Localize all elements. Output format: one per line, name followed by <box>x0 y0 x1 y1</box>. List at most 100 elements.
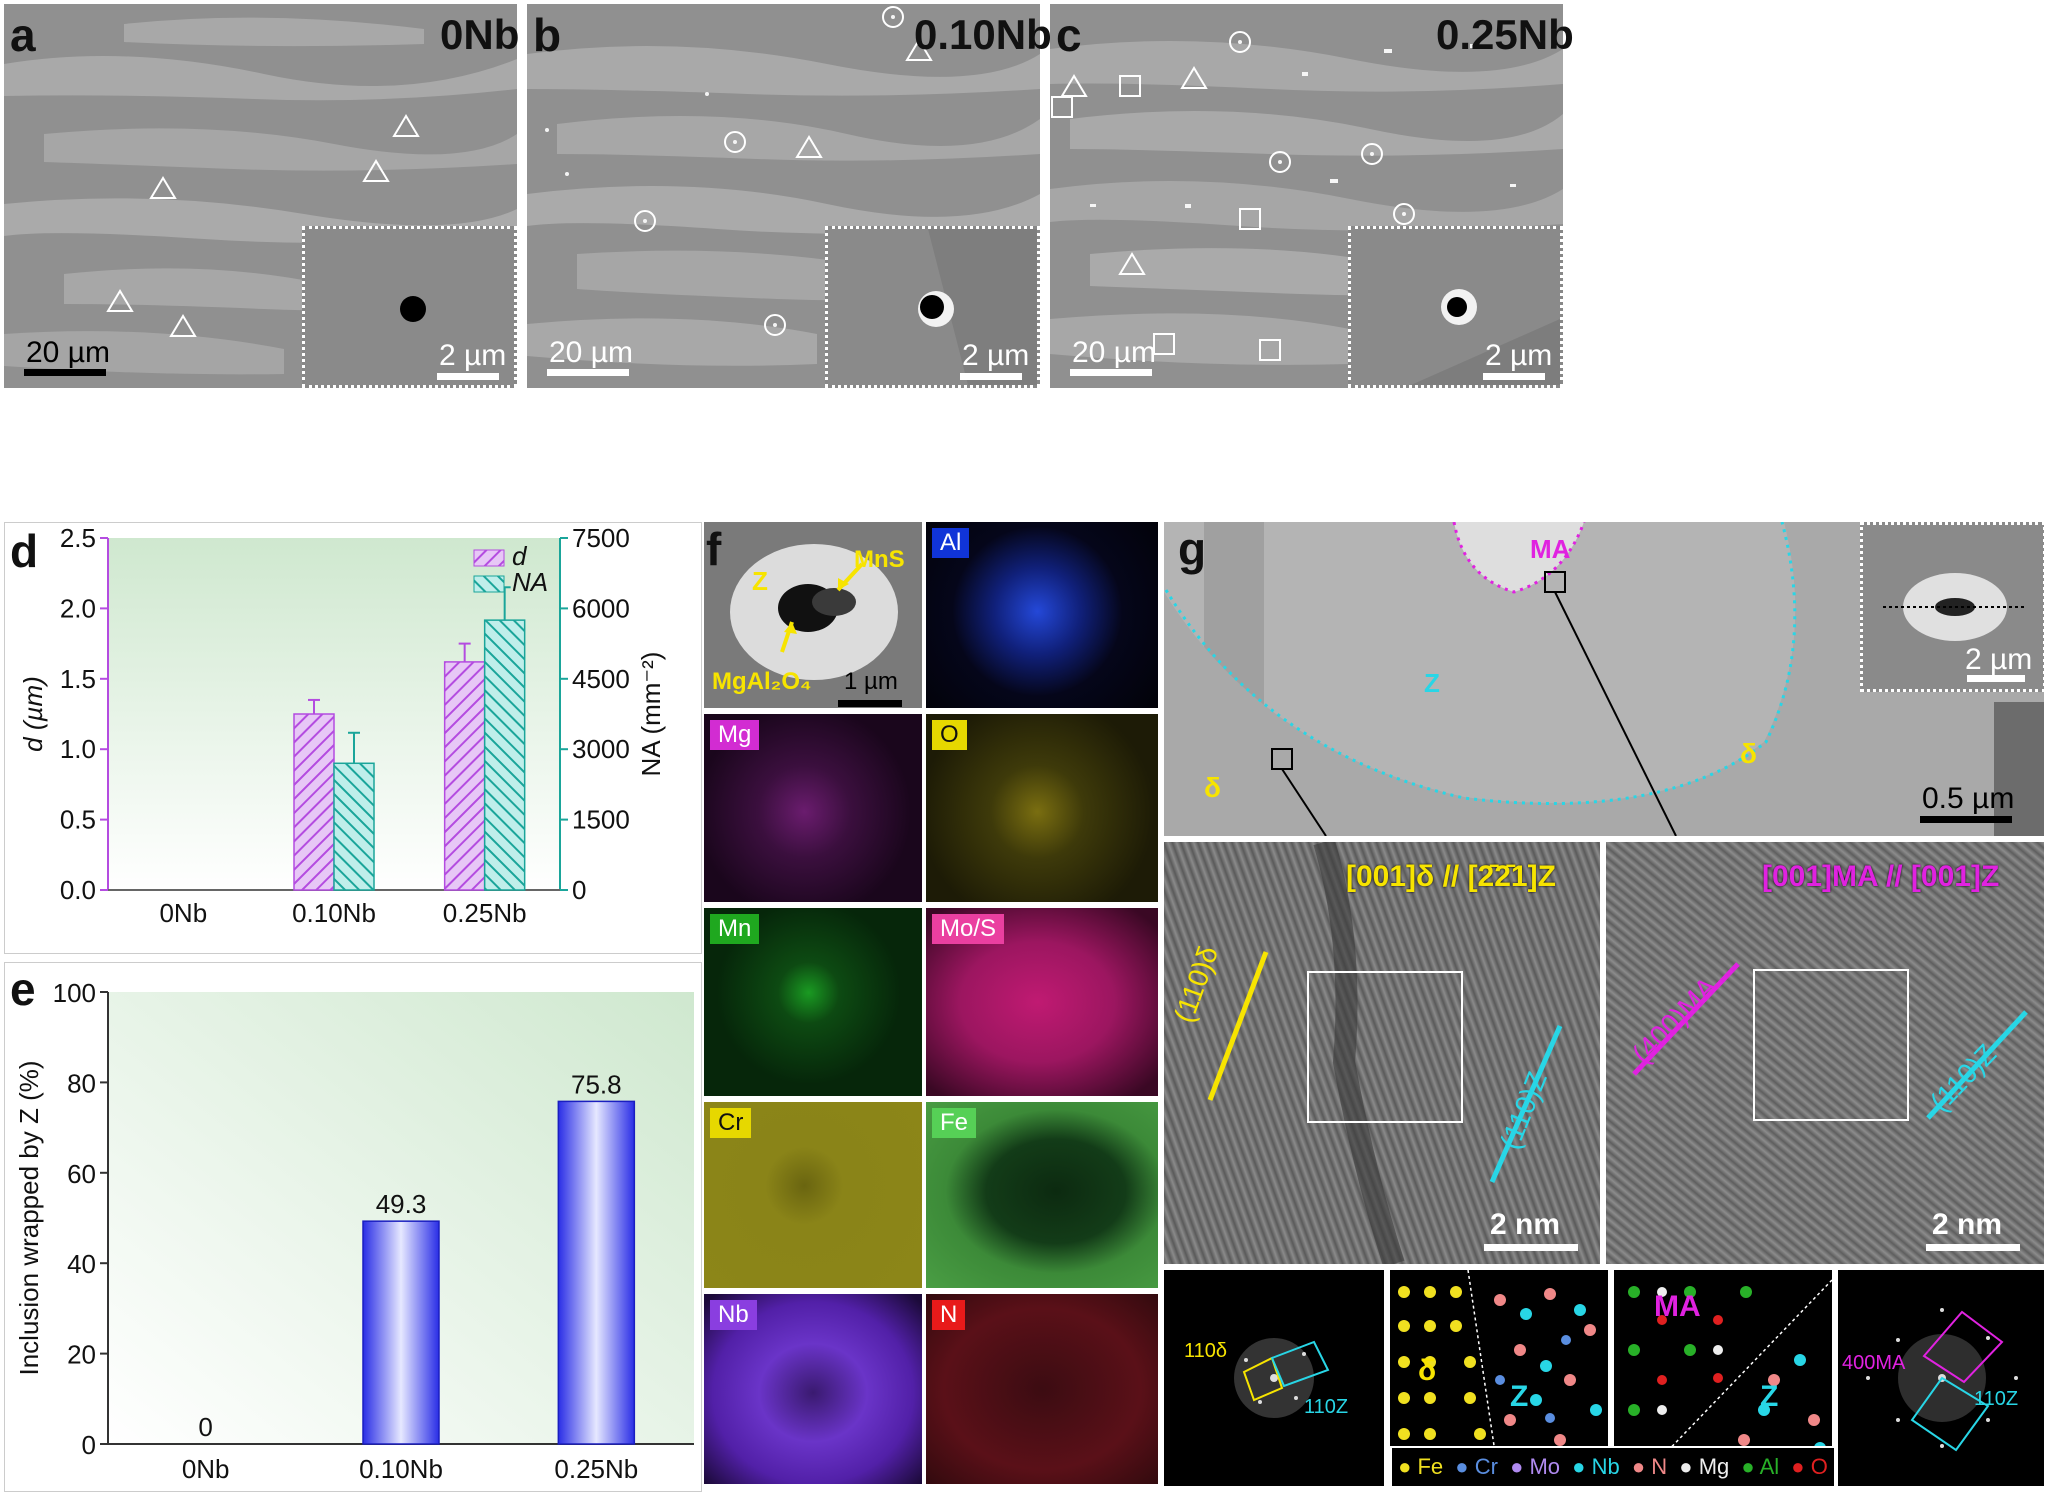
label-z: Z <box>752 566 768 596</box>
hrtem-left: [001]δ // [2̄2̄1]Z (110)δ (110)Z 2 nm <box>1164 842 1600 1264</box>
eds-map-n: N <box>926 1294 1158 1484</box>
y-tick-label-left: 0.0 <box>60 875 96 905</box>
x-tick-label: 0.25Nb <box>554 1454 638 1484</box>
hrtem-right-scale-bar <box>1926 1244 2020 1251</box>
atoms-left-delta: δ <box>1418 1354 1437 1387</box>
eds-map-mo-s: Mo/S <box>926 908 1158 1096</box>
atoms-right-ma: MA <box>1654 1290 1701 1323</box>
y-tick-label-left: 0.5 <box>60 805 96 835</box>
hrtem-right: [001]MA // [001]Z (400)MA (110)Z 2 nm <box>1606 842 2044 1264</box>
fft-right-label-ma: 400MA <box>1842 1352 1906 1374</box>
label-delta-left: δ <box>1204 772 1221 803</box>
legend-o: ● O <box>1791 1454 1828 1479</box>
eds-map-o: O <box>926 714 1158 902</box>
label-ma: MA <box>1530 534 1571 564</box>
panel-title-b: 0.10Nb <box>914 11 1052 58</box>
x-tick-label: 0Nb <box>159 898 207 928</box>
tem-inset-scale-label: 2 µm <box>1965 643 2033 676</box>
bar-d <box>293 713 335 891</box>
inset-inclusion: 2 µm <box>302 226 517 388</box>
label-z: Z <box>1424 668 1440 698</box>
eds-map-mg: Mg <box>704 714 922 902</box>
bar-na <box>333 762 375 891</box>
y-tick-label-left: 1.5 <box>60 664 96 694</box>
sem-image-0nb: 2 µm 20 µm <box>4 4 517 388</box>
legend-al: ● Al <box>1741 1454 1780 1479</box>
inset-scale-label: 2 µm <box>439 339 507 372</box>
chart-e: 0 20 40 60 80 100 0Nb 0 0.10Nb 49.3 0.25Nb 75.8 Incl… <box>14 978 694 1484</box>
y-tick-label-right: 6000 <box>572 593 630 623</box>
legend-n: ● N <box>1631 1454 1668 1479</box>
eds-haadf-image: Z MnS MgAl₂O₄ 1 µm <box>704 522 922 708</box>
orientation-right: [001]MA // [001]Z <box>1762 860 2000 893</box>
bar-d <box>443 661 486 891</box>
data-label: 0 <box>198 1412 212 1442</box>
main-scale-label: 20 µm <box>1072 336 1156 369</box>
eds-map-cr: Cr <box>704 1102 922 1288</box>
eds-map-mn: Mn <box>704 908 922 1096</box>
legend-cr: ● Cr <box>1455 1454 1498 1479</box>
panel-label-f: f <box>706 523 722 575</box>
y-tick-label-right: 3000 <box>572 734 630 764</box>
y-tick-label: 20 <box>67 1340 96 1370</box>
tem-inset-scale-bar <box>1967 675 2025 682</box>
grain-structure <box>527 4 1040 388</box>
y-tick-label-left: 1.0 <box>60 734 96 764</box>
data-label: 49.3 <box>376 1189 427 1219</box>
tem-inset: 2 µm <box>1860 522 2044 692</box>
panel-label-a: a <box>10 9 36 61</box>
data-label: 75.8 <box>571 1069 622 1099</box>
label-mns: MnS <box>854 546 905 573</box>
main-scale-bar <box>24 369 106 376</box>
y-axis-title-left: d (µm) <box>18 676 48 752</box>
eds-scale-bar <box>838 700 902 707</box>
eds-map-fe: Fe <box>926 1102 1158 1288</box>
panel-label-c: c <box>1056 9 1082 61</box>
x-tick-label: 0Nb <box>182 1454 230 1484</box>
sem-image-010nb: 2 µm 20 µm <box>527 4 1040 388</box>
main-scale-bar <box>1070 369 1152 376</box>
legend-mg: ● Mg <box>1679 1454 1730 1479</box>
eds-scale-label: 1 µm <box>844 668 898 695</box>
fft-right: 400MA 110Z <box>1838 1270 2044 1486</box>
y-tick-label-right: 4500 <box>572 664 630 694</box>
y-tick-label-right: 1500 <box>572 805 630 835</box>
fft-right-label-z: 110Z <box>1974 1388 2019 1410</box>
fft-left: 110δ 110Z <box>1164 1270 1384 1486</box>
chart-d: 0.0 0.5 1.0 1.5 2.0 2.5 0 1500 3000 4500 6000 7500 0… <box>18 523 666 928</box>
x-tick-label: 0.10Nb <box>292 898 376 928</box>
y-tick-label: 0 <box>82 1430 96 1460</box>
inset-scale-bar <box>437 373 499 380</box>
x-tick-label: 0.10Nb <box>359 1454 443 1484</box>
panel-title-a: 0Nb <box>440 11 520 58</box>
y-axis-title: Inclusion wrapped by Z (%) <box>14 1060 44 1375</box>
grain-structure <box>4 4 517 388</box>
eds-map-al: Al <box>926 522 1158 708</box>
inset-inclusion: 2 µm <box>825 226 1040 388</box>
inset-scale-bar <box>960 373 1022 380</box>
inset-scale-label: 2 µm <box>1485 339 1553 372</box>
grain-structure <box>1050 4 1563 388</box>
main-scale-bar <box>547 369 629 376</box>
hrtem-left-scale-label: 2 nm <box>1490 1208 1561 1241</box>
y-tick-label-left: 2.5 <box>60 523 96 553</box>
inset-inclusion: 2 µm <box>1348 226 1563 388</box>
hrtem-left-scale-bar <box>1484 1244 1578 1251</box>
label-mgal2o4: MgAl₂O₄ <box>712 668 812 695</box>
bar-na <box>483 619 526 891</box>
legend-nb: ● Nb <box>1572 1454 1620 1479</box>
panel-title-c: 0.25Nb <box>1436 11 1574 58</box>
sem-image-025nb: 2 µm 20 µm <box>1050 4 1563 388</box>
legend-fe: ● Fe <box>1398 1454 1444 1479</box>
inset-scale-label: 2 µm <box>962 339 1030 372</box>
hrtem-right-scale-label: 2 nm <box>1932 1208 2003 1241</box>
legend-mo: ● Mo <box>1510 1454 1561 1479</box>
tem-scale-bar <box>1920 816 2012 823</box>
y-tick-label: 40 <box>67 1249 96 1279</box>
main-scale-label: 20 µm <box>26 336 110 369</box>
eds-map-nb: Nb <box>704 1294 922 1484</box>
y-tick-label-right: 0 <box>572 875 586 905</box>
fft-left-label-z: 110Z <box>1304 1396 1349 1418</box>
panel-label-b: b <box>533 9 562 61</box>
legend-swatch-na <box>473 575 505 593</box>
